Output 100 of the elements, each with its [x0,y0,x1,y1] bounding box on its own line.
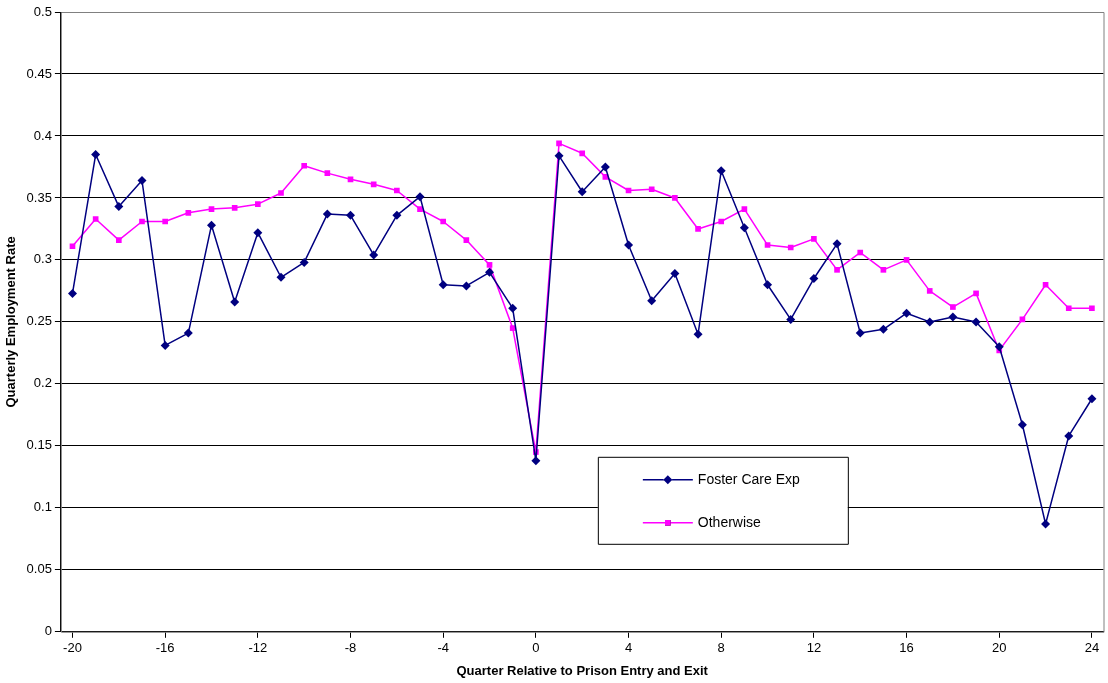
point [1089,305,1095,312]
point [971,317,981,327]
y-tick-label: 0 [44,623,52,639]
point [415,192,425,202]
y-tick-label: 0.25 [26,313,52,329]
point [369,250,379,260]
point [809,274,819,284]
point [624,240,634,250]
point [577,187,587,197]
point [417,206,423,212]
point [346,210,356,220]
x-tick-label: -12 [248,640,268,656]
point [973,290,979,297]
point [1065,305,1072,312]
x-tick-label: -16 [155,640,175,656]
point [832,239,842,249]
y-tick-label: 0.05 [26,561,52,577]
point [811,236,817,242]
point [787,244,794,251]
y-tick-label: 0.5 [33,3,52,19]
y-tick-label: 0.2 [33,375,52,391]
x-tick-label: 20 [992,640,1007,656]
point [1064,431,1074,441]
y-tick-label: 0.35 [26,189,52,205]
y-tick-label: 0.4 [33,127,52,143]
point [160,340,170,350]
x-tick-label: -8 [344,640,357,656]
point [834,267,840,273]
point [231,205,238,211]
y-tick-label: 0.45 [26,65,52,81]
y-axis-title: Quarterly Employment Rate [3,236,19,408]
point [880,267,887,273]
point [716,166,726,176]
point [672,195,678,201]
point [718,218,725,225]
x-tick-label: -20 [63,640,82,656]
point [508,303,518,313]
point [695,226,701,232]
point [276,272,286,282]
point [139,218,145,225]
point [324,170,331,176]
point [299,257,309,267]
y-tick-label: 0.3 [33,251,52,267]
point [600,162,610,172]
point [486,262,493,268]
point [91,150,101,160]
point [370,181,377,188]
point [207,220,216,230]
point [463,237,470,243]
point [114,202,124,212]
point [116,237,122,243]
point [485,267,495,277]
point [741,206,748,212]
point [230,297,240,307]
x-tick-label: 4 [624,640,633,656]
point [278,190,284,196]
x-tick-label: 8 [717,640,725,656]
point [554,151,564,161]
point [556,140,562,147]
point [925,317,935,327]
legend-label: Foster Care Exp [697,470,800,487]
point [392,210,402,220]
point [185,209,192,216]
point [162,218,168,225]
point [994,342,1004,352]
x-tick-label: 24 [1084,640,1100,656]
x-tick-label: -4 [437,640,449,656]
point [764,242,771,248]
x-axis-title: Quarter Relative to Prison Entry and Exit [456,662,709,678]
point [1017,420,1027,430]
x-tick-label: 0 [532,640,540,656]
point [253,228,263,238]
point [763,280,773,290]
point [69,243,76,250]
point [67,288,77,298]
point [903,257,910,263]
point [948,312,958,322]
point [208,206,215,212]
point [857,249,864,256]
point [301,162,307,169]
point [648,186,655,193]
point [855,328,865,338]
point [1087,394,1097,404]
point [926,288,933,294]
legend-label: Otherwise [697,513,762,530]
x-tick-label: 12 [806,640,822,656]
point [739,223,749,233]
point [183,328,193,338]
point [438,280,448,290]
point [461,281,471,291]
point [693,329,703,339]
point [950,304,956,310]
point [1042,281,1049,288]
point [670,269,680,279]
point [440,218,447,225]
point [902,308,912,318]
y-tick-label: 0.15 [26,437,52,453]
point [579,150,586,157]
point [322,209,332,219]
point [531,456,541,466]
